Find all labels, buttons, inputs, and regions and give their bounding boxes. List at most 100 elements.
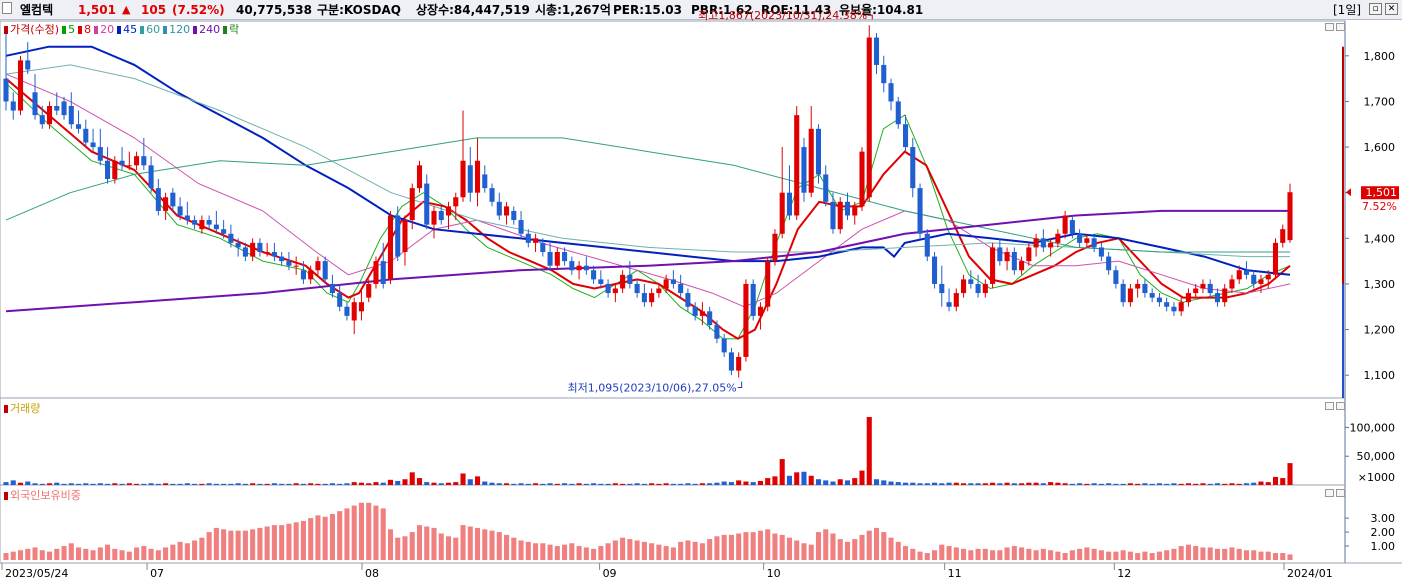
foreign-ratio-bar <box>206 532 212 560</box>
foreign-ratio-bar <box>895 541 901 560</box>
candle-body <box>482 174 488 189</box>
candle-body <box>540 242 546 252</box>
last-price-box <box>1361 186 1399 200</box>
volume-bar <box>540 483 546 485</box>
date-axis-label: 08 <box>365 567 379 580</box>
volume-bar <box>460 473 466 485</box>
candle-body <box>192 220 198 225</box>
volume-bar <box>1077 483 1083 485</box>
candle-body <box>895 101 901 125</box>
candle-body <box>228 233 234 243</box>
pbr-value: PBR:1.62 <box>691 3 753 17</box>
foreign-ratio-bar <box>1113 551 1119 560</box>
candle-body <box>808 128 814 193</box>
stock-icon[interactable] <box>2 2 12 14</box>
candle-body <box>968 279 974 284</box>
period-selector[interactable]: [1일] <box>1333 3 1362 17</box>
foreign-ratio-bar <box>409 532 415 560</box>
legend-label-5[interactable]: 60 <box>146 23 161 36</box>
market-cap: 시총:1,267억 <box>535 3 611 17</box>
legend-label-3[interactable]: 20 <box>100 23 115 36</box>
volume-bar <box>177 483 183 485</box>
volume-bar <box>337 483 343 485</box>
foreign-ratio-bar <box>126 551 132 560</box>
foreign-legend: 외국인보유비중 <box>4 489 81 502</box>
price-axis-label: 1,300 <box>1364 278 1396 291</box>
volume-bar <box>554 483 560 485</box>
legend-label-2[interactable]: 8 <box>84 23 92 36</box>
foreign-pane-minimize-button[interactable] <box>1325 489 1334 497</box>
volume-bar <box>1011 483 1017 485</box>
foreign-ratio-bar <box>431 527 437 560</box>
volume-bar <box>569 483 575 485</box>
candle-body <box>772 233 778 262</box>
foreign-ratio-bar <box>467 526 473 560</box>
legend-label-0[interactable]: 가격(수정) <box>10 23 60 36</box>
volume-pane-maximize-button[interactable] <box>1336 402 1345 410</box>
foreign-ratio-bar <box>213 527 219 560</box>
volume-bar <box>743 481 749 485</box>
volume-bar <box>1222 483 1228 485</box>
candle-body <box>474 160 481 193</box>
foreign-ratio-bar <box>634 540 640 560</box>
close-button[interactable]: ✕ <box>1385 3 1398 15</box>
volume-bar <box>895 482 901 485</box>
candle-body <box>358 302 364 312</box>
foreign-ratio-bar <box>141 546 147 560</box>
high-annotation: 최고1,867(2023/10/31),24.38% <box>698 9 867 22</box>
price-pane-minimize-button[interactable] <box>1325 23 1334 31</box>
candle-body <box>902 124 909 148</box>
legend-label-1[interactable]: 5 <box>68 23 76 36</box>
restore-button[interactable]: ▫ <box>1369 3 1382 15</box>
foreign-ratio-bar <box>112 548 118 560</box>
foreign-ratio-bar <box>591 548 597 560</box>
candle-body <box>670 279 676 284</box>
candle-body <box>721 338 727 353</box>
stock-name: 엘컴텍 <box>20 3 54 17</box>
candle-body <box>184 215 190 221</box>
foreign-ratio-bar <box>750 532 756 560</box>
volume-bar <box>924 483 930 485</box>
foreign-ratio-bar <box>511 537 517 560</box>
candle-body <box>1069 220 1075 234</box>
volume-bar <box>1091 483 1097 485</box>
volume-bar <box>1243 483 1250 485</box>
candle-body <box>576 265 582 271</box>
change-arrow-icon: ▲ <box>122 3 131 16</box>
legend-label-8[interactable]: 락 <box>229 23 240 36</box>
foreign-ratio-bar <box>1069 550 1075 560</box>
legend-label-6[interactable]: 120 <box>169 23 191 36</box>
candle-body <box>859 151 865 207</box>
volume-bar <box>997 483 1003 485</box>
foreign-ratio-bar <box>881 532 887 560</box>
volume-bar <box>721 481 727 485</box>
volume-bar <box>714 482 720 485</box>
candle-body <box>1062 215 1068 234</box>
volume-bar <box>866 417 872 485</box>
volume-bar <box>902 482 909 485</box>
volume-bar <box>1287 463 1293 485</box>
volume-bar <box>910 482 916 485</box>
candle-body <box>46 106 53 125</box>
foreign-ratio-bar <box>902 546 909 560</box>
candle-body <box>119 160 125 166</box>
foreign-ratio-bar <box>1280 553 1286 560</box>
volume-axis-label: ×1000 <box>1358 471 1395 484</box>
candle-body <box>612 288 618 294</box>
legend-label-7[interactable]: 240 <box>199 23 221 36</box>
volume-pane-minimize-button[interactable] <box>1325 402 1334 410</box>
volume-bar <box>1251 482 1257 485</box>
candle-body <box>1185 293 1191 303</box>
foreign-ratio-bar <box>1142 551 1148 560</box>
date-axis-label: 12 <box>1117 567 1131 580</box>
volume-bar <box>300 483 306 485</box>
legend-label-4[interactable]: 45 <box>123 23 138 36</box>
foreign-ratio-bar <box>670 547 676 560</box>
foreign-ratio-bar <box>322 516 328 560</box>
candle-body <box>453 197 459 207</box>
last-price-marker-icon <box>1346 188 1351 197</box>
foreign-ratio-bar <box>351 505 357 560</box>
foreign-ratio-bar <box>373 505 379 560</box>
foreign-pane-maximize-button[interactable] <box>1336 489 1345 497</box>
price-pane-maximize-button[interactable] <box>1336 23 1345 31</box>
